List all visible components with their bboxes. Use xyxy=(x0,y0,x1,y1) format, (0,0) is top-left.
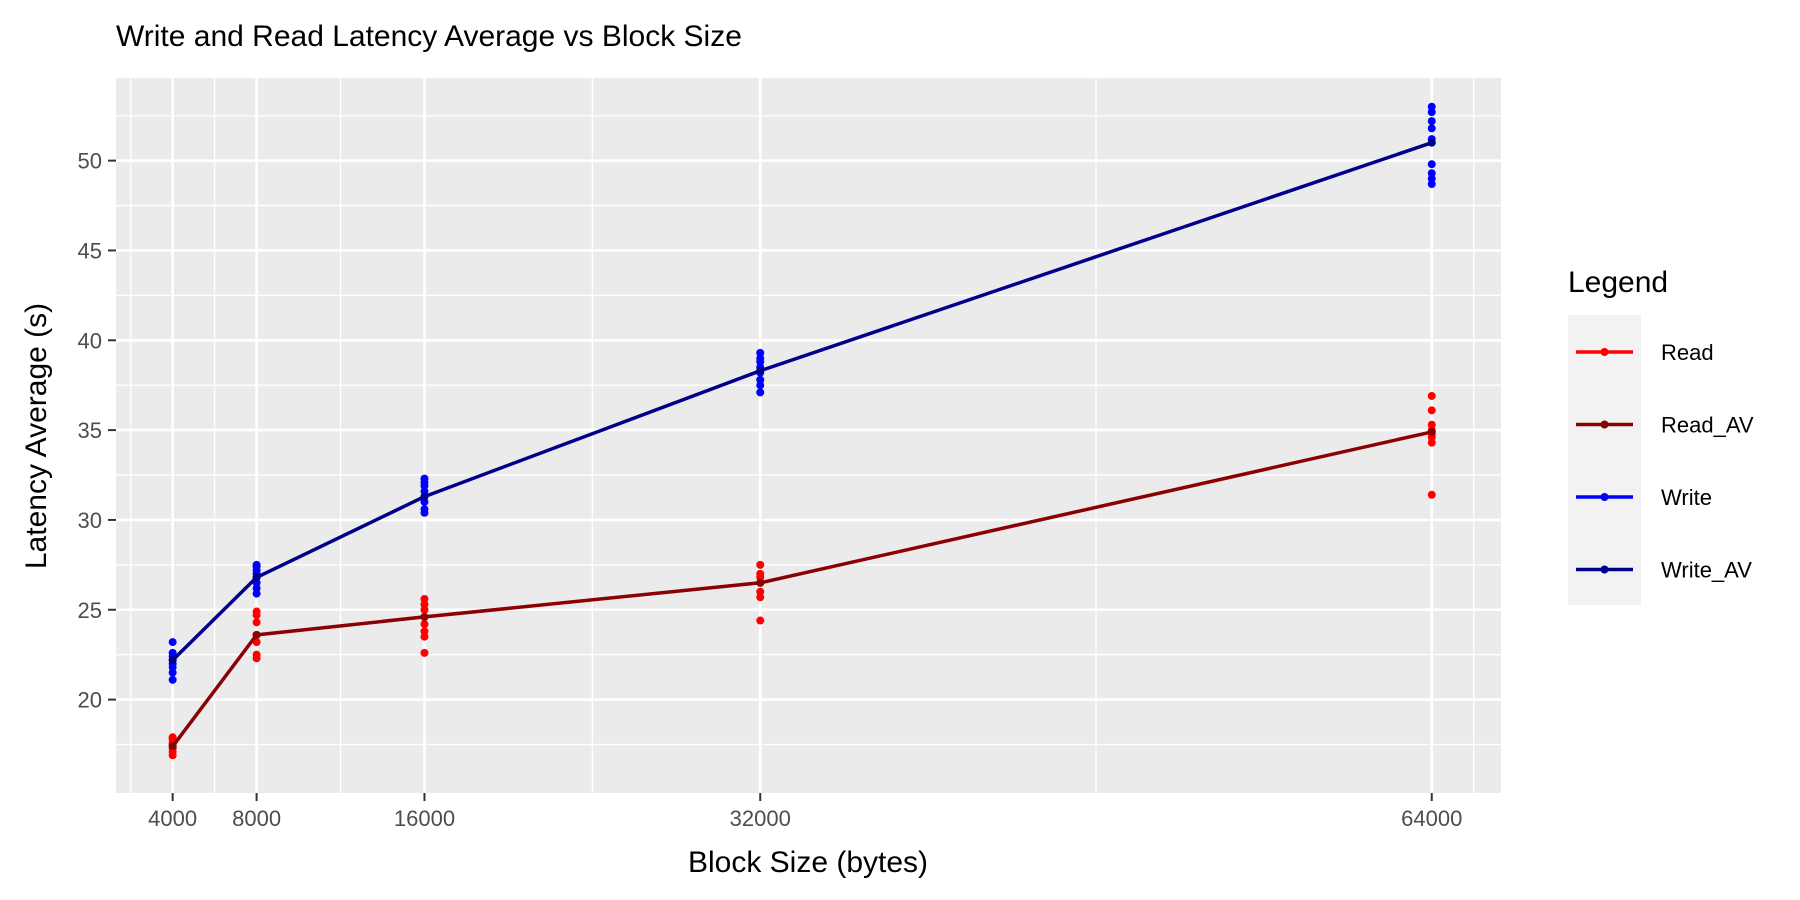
legend-entry: Write xyxy=(1576,485,1712,510)
y-tick-label: 40 xyxy=(78,328,102,353)
data-point xyxy=(756,388,765,397)
y-tick-label: 35 xyxy=(78,418,102,443)
chart-title: Write and Read Latency Average vs Block … xyxy=(116,20,742,53)
data-point xyxy=(420,648,429,657)
y-tick-label: 25 xyxy=(78,598,102,623)
y-tick-label: 20 xyxy=(78,688,102,713)
data-point xyxy=(420,474,429,483)
line-vertex-point xyxy=(1427,138,1436,147)
legend-key-point xyxy=(1600,493,1609,501)
line-vertex-point xyxy=(252,573,261,582)
data-point xyxy=(252,618,261,627)
line-vertex-point xyxy=(252,630,261,639)
data-point xyxy=(168,648,177,657)
data-point xyxy=(756,569,765,578)
data-point xyxy=(756,587,765,596)
data-point xyxy=(168,733,177,742)
legend-entry: Read_AV xyxy=(1576,413,1754,438)
data-point xyxy=(756,348,765,357)
x-tick-label: 32000 xyxy=(730,806,791,831)
data-point xyxy=(756,616,765,625)
data-point xyxy=(168,675,177,684)
data-point xyxy=(420,505,429,514)
legend-key-point xyxy=(1600,420,1609,429)
minor-gridlines xyxy=(116,78,1501,793)
data-point xyxy=(1427,420,1436,429)
x-tick-label: 64000 xyxy=(1401,806,1462,831)
x-axis: 4000 8000 16000 32000 64000 xyxy=(148,793,1462,831)
y-axis-title: Latency Average (s) xyxy=(20,303,53,569)
legend-entry: Read xyxy=(1576,340,1714,365)
line-vertex-point xyxy=(756,578,765,587)
x-tick-label: 8000 xyxy=(232,806,281,831)
data-point xyxy=(420,620,429,629)
data-point xyxy=(252,560,261,569)
line-vertex-point xyxy=(420,492,429,501)
data-point xyxy=(1427,160,1436,169)
line-vertex-point xyxy=(168,656,177,665)
data-point xyxy=(1427,102,1436,111)
data-point xyxy=(420,627,429,636)
legend-key-point xyxy=(1600,565,1609,574)
data-point xyxy=(1427,490,1436,499)
x-tick-label: 16000 xyxy=(394,806,455,831)
legend-entries: Read Read_AV Write Write_AV xyxy=(1576,340,1754,583)
legend-label: Read xyxy=(1661,340,1714,365)
line-vertex-point xyxy=(420,612,429,621)
series-write-av xyxy=(168,138,1436,665)
line-vertex-point xyxy=(168,742,177,751)
y-axis: 20 25 30 35 40 45 50 xyxy=(78,149,116,713)
legend-label: Write xyxy=(1661,485,1712,510)
data-point xyxy=(1427,169,1436,178)
legend-label: Read_AV xyxy=(1661,413,1754,438)
data-point xyxy=(252,607,261,616)
legend-key-background xyxy=(1568,315,1641,605)
data-point xyxy=(756,560,765,569)
legend-key-point xyxy=(1600,348,1609,356)
y-tick-label: 30 xyxy=(78,508,102,533)
legend: Legend Read Read_AV Write Write_AV xyxy=(1568,266,1754,605)
series-read xyxy=(168,391,1436,760)
y-tick-label: 50 xyxy=(78,149,102,174)
data-point xyxy=(1427,124,1436,133)
data-point xyxy=(1427,406,1436,415)
legend-entry: Write_AV xyxy=(1576,558,1752,583)
legend-label: Write_AV xyxy=(1661,558,1752,583)
line-vertex-point xyxy=(1427,427,1436,436)
series-read-av xyxy=(168,427,1436,751)
legend-title: Legend xyxy=(1568,266,1668,299)
x-tick-label: 4000 xyxy=(148,806,197,831)
series-layer xyxy=(168,102,1436,760)
line-vertex-point xyxy=(756,366,765,375)
data-point xyxy=(1427,391,1436,400)
data-point xyxy=(1427,117,1436,126)
data-point xyxy=(420,594,429,603)
x-axis-title: Block Size (bytes) xyxy=(688,846,928,879)
plot-panel xyxy=(116,78,1501,793)
data-point xyxy=(168,638,177,647)
data-point xyxy=(756,375,765,384)
data-point xyxy=(252,650,261,659)
y-tick-label: 45 xyxy=(78,238,102,263)
